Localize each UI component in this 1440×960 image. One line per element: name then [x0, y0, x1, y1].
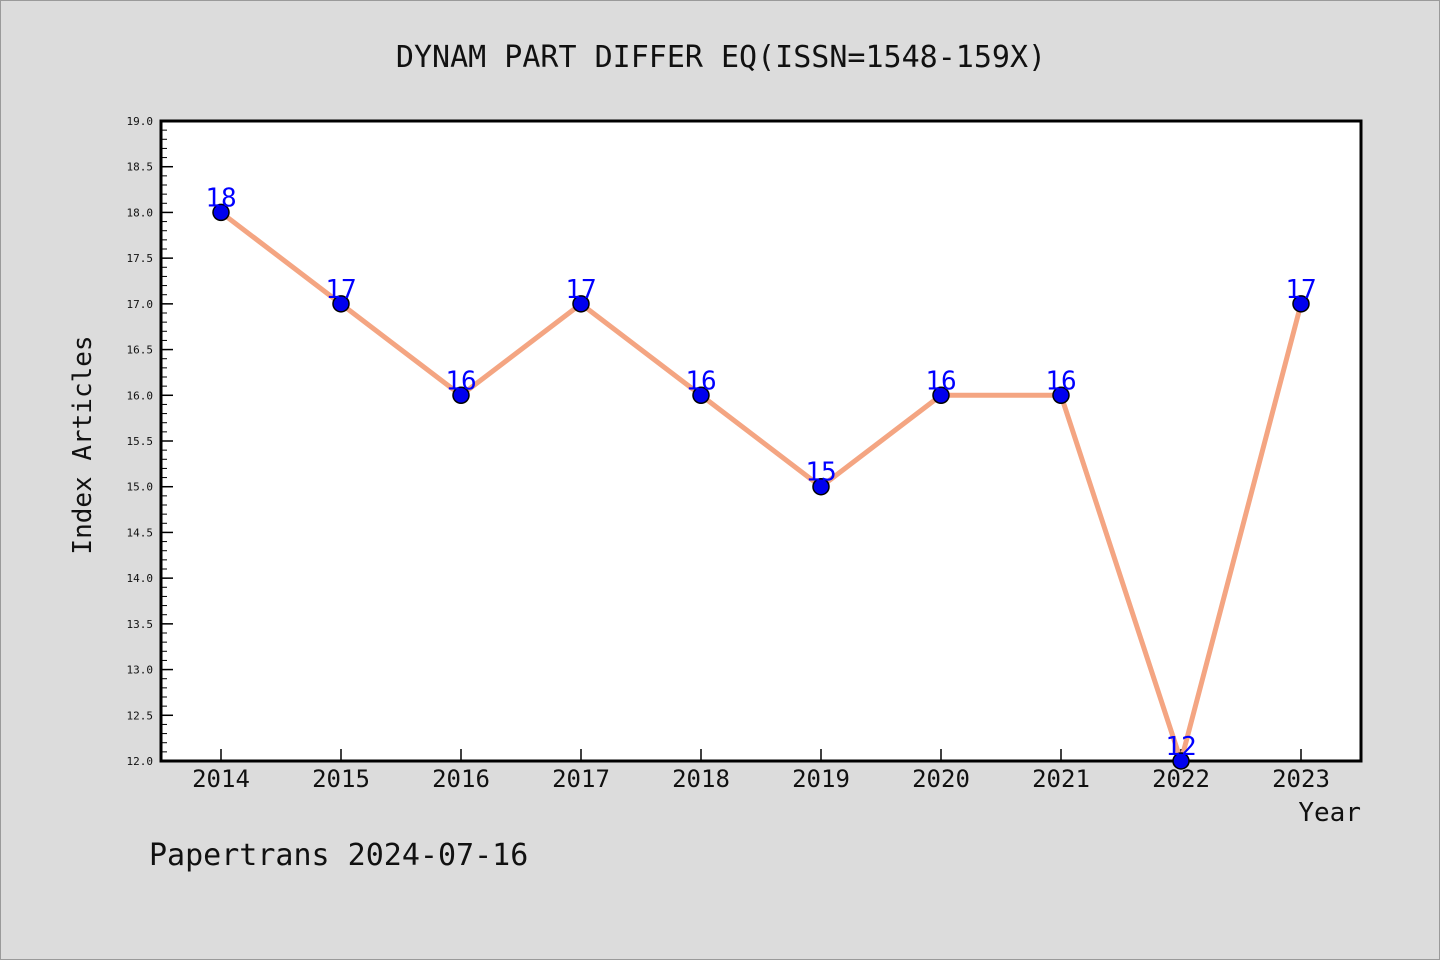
- y-tick-label: 18.0: [127, 206, 154, 219]
- data-label: 16: [1045, 366, 1076, 396]
- data-label: 12: [1165, 732, 1196, 762]
- y-tick-label: 15.0: [127, 481, 154, 494]
- y-axis-ticks: 12.0 12.5 13.0 13.5 14.0 14.5 15.0 15.5 16.0 16.5…: [127, 115, 173, 768]
- data-label: 16: [925, 366, 956, 396]
- y-axis-label: Index Articles: [68, 335, 98, 554]
- data-point: [1052, 386, 1070, 405]
- y-tick-label: 17.0: [127, 298, 154, 311]
- y-tick-label: 18.5: [127, 161, 154, 174]
- data-label: 18: [205, 183, 236, 213]
- data-label: 15: [805, 458, 836, 488]
- chart-title: DYNAM PART DIFFER EQ(ISSN=1548-159X): [396, 40, 1046, 75]
- y-tick-label: 14.0: [127, 572, 154, 585]
- data-label: 17: [325, 275, 356, 305]
- data-label: 16: [445, 366, 476, 396]
- series-markers: [212, 203, 1310, 770]
- y-tick-label: 14.5: [127, 526, 154, 539]
- y-tick-label: 17.5: [127, 252, 154, 265]
- data-point: [932, 386, 950, 405]
- x-tick-label: 2023: [1272, 765, 1330, 793]
- data-point: [1292, 295, 1310, 313]
- x-tick-label: 2014: [192, 765, 250, 793]
- data-point: [452, 386, 470, 405]
- x-tick-label: 2016: [432, 765, 490, 793]
- data-point: [572, 295, 590, 313]
- x-tick-label: 2020: [912, 765, 970, 793]
- x-tick-label: 2019: [792, 765, 850, 793]
- y-tick-label: 16.0: [127, 389, 154, 402]
- series-line: [219, 210, 1304, 764]
- footer-text: Papertrans 2024-07-16: [149, 838, 528, 873]
- y-tick-label: 16.5: [127, 344, 154, 357]
- data-label: 17: [1285, 275, 1316, 305]
- x-tick-label: 2015: [312, 765, 370, 793]
- y-tick-label: 12.0: [127, 755, 154, 768]
- data-point: [692, 386, 710, 405]
- x-tick-label: 2021: [1032, 765, 1090, 793]
- data-labels: 18 17 16 17 16 15 16 16 12 17: [205, 183, 1316, 762]
- y-tick-label: 19.0: [127, 115, 154, 128]
- data-label: 16: [685, 366, 716, 396]
- y-tick-label: 13.0: [127, 664, 154, 677]
- y-tick-label: 12.5: [127, 709, 154, 722]
- y-tick-label: 15.5: [127, 435, 154, 448]
- x-axis-label: Year: [1298, 798, 1361, 828]
- y-tick-label: 13.5: [127, 618, 154, 631]
- x-tick-label: 2018: [672, 765, 730, 793]
- data-point: [812, 477, 830, 496]
- data-point: [1172, 752, 1190, 770]
- data-label: 17: [565, 275, 596, 305]
- x-tick-label: 2017: [552, 765, 610, 793]
- data-point: [212, 203, 230, 222]
- data-point: [332, 295, 350, 313]
- x-axis-ticks: 2014 2015 2016 2017 2018 2019 2020 2021 2022 2023: [192, 749, 1330, 793]
